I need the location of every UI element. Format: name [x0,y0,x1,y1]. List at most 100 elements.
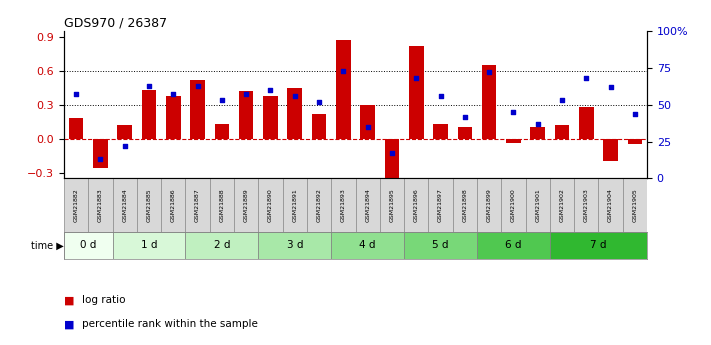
Point [314,99,325,105]
Text: GSM21899: GSM21899 [486,188,491,222]
Text: GSM21901: GSM21901 [535,188,540,222]
Text: GSM21888: GSM21888 [220,188,225,222]
Point [216,98,228,103]
FancyBboxPatch shape [525,178,550,232]
Text: GSM21882: GSM21882 [74,188,79,222]
FancyBboxPatch shape [380,178,404,232]
Text: ■: ■ [64,295,75,305]
Bar [482,65,496,139]
Point [362,124,373,130]
Point [192,83,203,88]
Text: GSM21902: GSM21902 [560,188,565,222]
Bar [530,127,545,139]
FancyBboxPatch shape [258,178,282,232]
Bar [263,96,278,139]
FancyBboxPatch shape [88,178,112,232]
Point [532,121,543,127]
FancyBboxPatch shape [404,232,477,259]
Point [459,114,471,119]
FancyBboxPatch shape [307,178,331,232]
FancyBboxPatch shape [210,178,234,232]
Point [70,92,82,97]
Text: 4 d: 4 d [359,240,376,250]
Bar [360,105,375,139]
Point [386,150,397,156]
Bar [628,139,642,145]
Bar [141,90,156,139]
Bar [311,114,326,139]
Point [289,93,301,99]
Text: GSM21885: GSM21885 [146,188,151,222]
Text: 2 d: 2 d [213,240,230,250]
Text: GSM21895: GSM21895 [390,188,395,222]
FancyBboxPatch shape [623,178,647,232]
FancyBboxPatch shape [550,232,647,259]
FancyBboxPatch shape [258,232,331,259]
FancyBboxPatch shape [599,178,623,232]
Text: GSM21904: GSM21904 [608,188,613,222]
FancyBboxPatch shape [404,178,428,232]
Point [240,92,252,97]
FancyBboxPatch shape [356,178,380,232]
FancyBboxPatch shape [574,178,599,232]
Text: 1 d: 1 d [141,240,157,250]
Text: GSM21893: GSM21893 [341,188,346,222]
Bar [555,125,570,139]
Text: GSM21898: GSM21898 [462,188,467,222]
Bar [69,118,83,139]
FancyBboxPatch shape [477,232,550,259]
Text: GSM21890: GSM21890 [268,188,273,222]
Text: ■: ■ [64,319,75,329]
Bar [506,139,520,143]
Bar [287,88,302,139]
Text: GSM21897: GSM21897 [438,188,443,222]
FancyBboxPatch shape [64,178,88,232]
Text: GSM21892: GSM21892 [316,188,321,222]
FancyBboxPatch shape [234,178,258,232]
Bar [239,91,253,139]
Point [338,68,349,73]
Text: GSM21896: GSM21896 [414,188,419,222]
FancyBboxPatch shape [137,178,161,232]
FancyBboxPatch shape [161,178,186,232]
Point [435,93,447,99]
FancyBboxPatch shape [186,178,210,232]
Point [629,111,641,116]
FancyBboxPatch shape [477,178,501,232]
FancyBboxPatch shape [331,178,356,232]
FancyBboxPatch shape [453,178,477,232]
Bar [166,96,181,139]
FancyBboxPatch shape [64,232,112,259]
Text: 7 d: 7 d [590,240,606,250]
Text: GSM21886: GSM21886 [171,188,176,222]
Text: 5 d: 5 d [432,240,449,250]
Text: time ▶: time ▶ [31,240,63,250]
Bar [603,139,618,161]
FancyBboxPatch shape [428,178,453,232]
Point [605,84,616,90]
FancyBboxPatch shape [550,178,574,232]
Bar [215,124,229,139]
Text: GSM21894: GSM21894 [365,188,370,222]
Text: GSM21889: GSM21889 [244,188,249,222]
FancyBboxPatch shape [186,232,258,259]
Point [556,98,567,103]
Point [410,76,422,81]
Text: 0 d: 0 d [80,240,97,250]
Bar [579,107,594,139]
Text: GSM21900: GSM21900 [511,188,516,222]
Bar [433,124,448,139]
Bar [385,139,399,184]
Point [119,143,130,149]
FancyBboxPatch shape [501,178,525,232]
Point [483,70,495,75]
Text: 6 d: 6 d [505,240,522,250]
Point [264,87,276,93]
Bar [93,139,107,168]
FancyBboxPatch shape [112,232,186,259]
Text: percentile rank within the sample: percentile rank within the sample [82,319,257,329]
Text: GSM21903: GSM21903 [584,188,589,222]
Text: 3 d: 3 d [287,240,303,250]
Bar [457,127,472,139]
Point [168,92,179,97]
